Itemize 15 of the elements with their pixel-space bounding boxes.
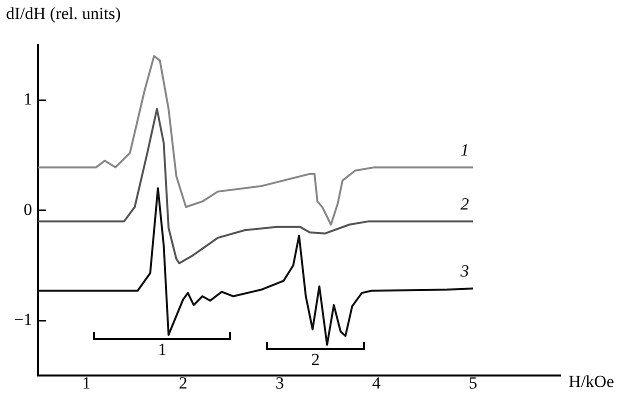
x-tick-label: 3 <box>275 373 284 392</box>
series-label: 1 <box>460 140 470 160</box>
series-label: 2 <box>460 194 470 214</box>
y-tick-label: −1 <box>14 310 32 329</box>
y-tick-label: 0 <box>24 200 32 219</box>
x-tick-label: 2 <box>178 373 188 392</box>
series-label: 3 <box>460 262 470 281</box>
x-axis-title: H/kOe <box>568 372 614 392</box>
y-axis-title: dI/dH (rel. units) <box>6 4 121 24</box>
x-tick-label: 4 <box>372 373 382 392</box>
x-tick-label: 1 <box>82 373 91 392</box>
y-tick-label: 1 <box>24 90 32 109</box>
x-tick-label: 5 <box>468 373 478 392</box>
annotation: 1 <box>157 340 168 360</box>
annotation: 2 <box>310 350 321 370</box>
